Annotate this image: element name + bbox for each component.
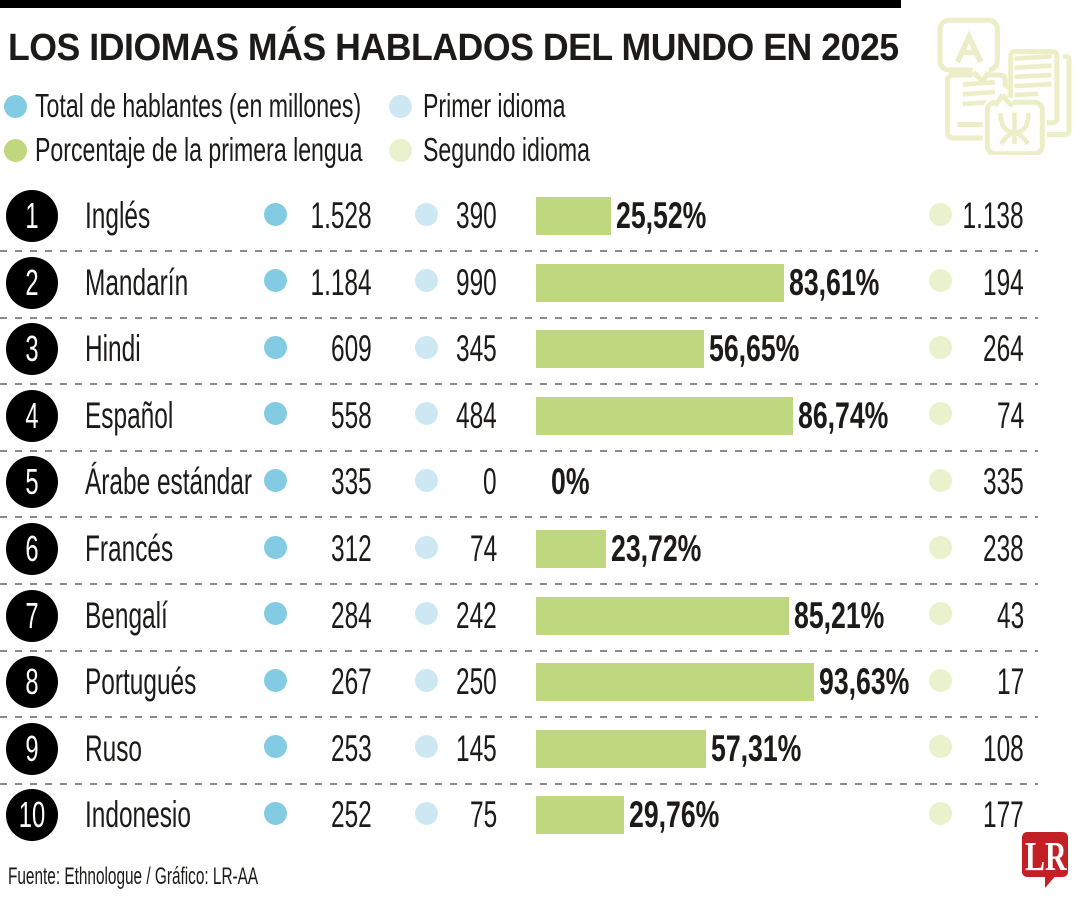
- svg-text:LR: LR: [1025, 833, 1067, 879]
